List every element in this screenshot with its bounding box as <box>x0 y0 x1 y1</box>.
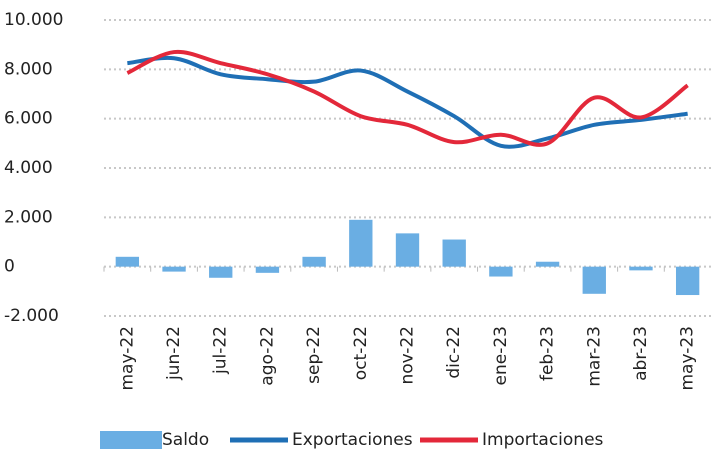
y-tick-label: 10.000 <box>4 10 63 30</box>
bar <box>115 256 140 267</box>
x-tick-label: may-22 <box>117 326 137 391</box>
legend-label: Saldo <box>162 430 209 450</box>
y-tick-label: 2.000 <box>4 207 53 227</box>
legend-label: Exportaciones <box>292 430 413 450</box>
line-series <box>127 55 688 149</box>
y-tick-label: 6.000 <box>4 109 53 129</box>
bar <box>675 266 700 296</box>
x-tick-label: may-23 <box>678 326 698 391</box>
line-series <box>126 49 689 147</box>
y-tick-label: 0 <box>4 257 15 277</box>
y-tick-label: 4.000 <box>4 158 53 178</box>
x-tick-label: jul-22 <box>211 326 231 375</box>
bar <box>442 239 466 267</box>
bar <box>162 266 186 272</box>
x-tick-label: oct-22 <box>351 326 371 380</box>
bar <box>629 266 653 271</box>
bar <box>349 219 373 267</box>
legend-swatch <box>100 431 162 449</box>
x-tick-label: nov-22 <box>398 326 418 385</box>
x-tick-label: abr-23 <box>631 326 651 381</box>
bar <box>302 256 326 267</box>
bar <box>209 266 233 278</box>
bar <box>582 266 606 294</box>
legend-label: Importaciones <box>482 430 604 450</box>
x-tick-label: mar-23 <box>584 326 604 387</box>
x-tick-label: jun-22 <box>164 326 184 381</box>
bar <box>489 266 513 277</box>
x-tick-label: sep-22 <box>304 326 324 384</box>
y-tick-label: -2.000 <box>4 306 59 326</box>
bar <box>395 233 420 267</box>
x-tick-label: feb-23 <box>538 326 558 381</box>
x-tick-label: dic-22 <box>444 326 464 379</box>
x-tick-label: ene-23 <box>491 326 511 385</box>
bar <box>535 261 560 267</box>
x-tick-label: ago-22 <box>257 326 277 386</box>
bar <box>255 266 280 273</box>
y-tick-label: 8.000 <box>4 59 53 79</box>
